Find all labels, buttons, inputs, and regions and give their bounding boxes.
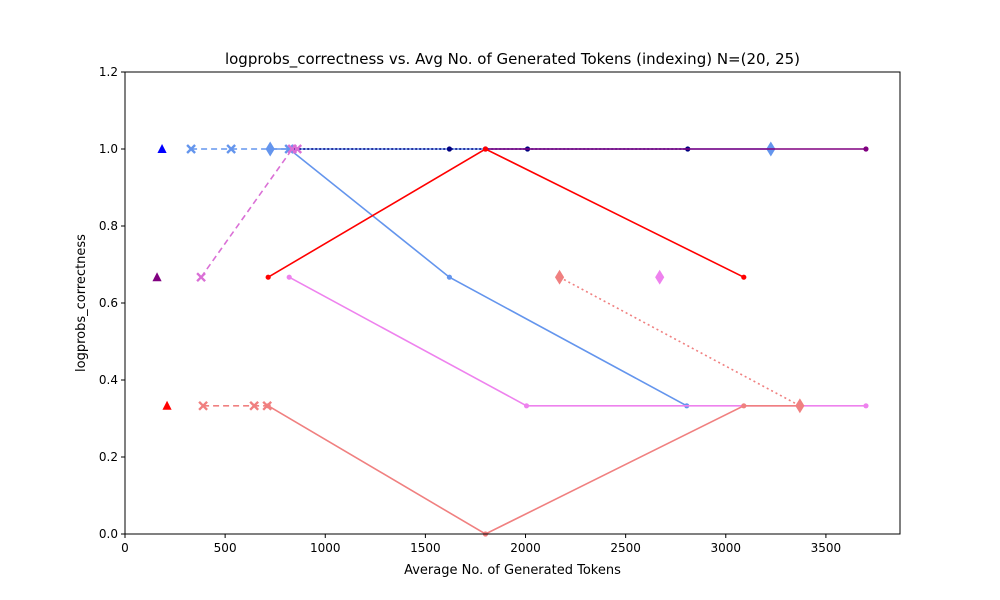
series	[554, 269, 805, 414]
data-point	[863, 146, 869, 152]
series	[286, 274, 869, 409]
series	[265, 403, 803, 537]
y-tick-label: 0.2	[99, 450, 118, 464]
series-line	[559, 276, 801, 407]
y-tick-label: 0.4	[99, 373, 118, 387]
data-point	[196, 272, 206, 283]
y-tick-label: 0.6	[99, 296, 118, 310]
x-tick-label: 500	[214, 541, 237, 555]
series	[655, 269, 665, 285]
x-axis-label: Average No. of Generated Tokens	[404, 563, 621, 578]
x-tick-label: 0	[121, 541, 129, 555]
data-point	[741, 403, 747, 409]
y-tick-label: 1.0	[99, 142, 118, 156]
data-point	[446, 146, 453, 152]
y-tick-label: 1.2	[99, 65, 118, 79]
data-point	[265, 274, 271, 280]
data-point	[157, 144, 167, 153]
plot-frame	[124, 71, 901, 535]
data-point	[741, 274, 747, 280]
data-point	[226, 144, 236, 154]
data-point	[795, 398, 805, 414]
series	[162, 400, 172, 410]
x-marker-stroke	[249, 400, 260, 411]
series	[196, 144, 303, 283]
x-marker-stroke	[226, 144, 236, 154]
data-point	[198, 400, 208, 411]
y-axis-label: logprobs_correctness	[74, 234, 89, 372]
data-point	[446, 274, 453, 280]
y-tick-label: 0.8	[99, 219, 118, 233]
series	[198, 400, 273, 411]
series-line	[200, 148, 298, 278]
data-point	[262, 400, 273, 411]
x-marker-stroke	[186, 144, 196, 154]
x-tick-label: 3500	[811, 541, 842, 555]
data-point	[863, 403, 869, 409]
series	[157, 144, 167, 153]
data-point	[292, 144, 303, 154]
series	[152, 272, 162, 282]
x-marker-stroke	[262, 400, 273, 411]
series-line	[267, 404, 800, 535]
data-point	[554, 269, 565, 285]
data-point	[186, 144, 196, 154]
series	[286, 146, 690, 409]
x-marker-stroke	[196, 272, 206, 283]
data-point	[286, 274, 292, 280]
data-point	[265, 141, 275, 157]
x-tick-label: 1000	[310, 541, 341, 555]
series-line	[288, 148, 688, 407]
series	[265, 146, 747, 280]
plot-area	[152, 141, 869, 537]
series-line	[267, 148, 745, 278]
data-point	[152, 272, 162, 282]
x-tick-label: 2500	[610, 541, 641, 555]
data-point	[523, 403, 530, 409]
data-point	[249, 400, 260, 411]
series-line	[288, 276, 866, 407]
y-tick-label: 0.0	[99, 527, 118, 541]
x-marker-stroke	[198, 400, 208, 411]
series	[482, 146, 869, 152]
axis-ticks: 0 500 1000 1500 2000 2500 3000 3500 0.0 0.2 0.4 0.6…	[99, 65, 841, 555]
x-tick-label: 3000	[711, 541, 742, 555]
chart-title: logprobs_correctness vs. Avg No. of Gene…	[225, 50, 800, 69]
data-point	[162, 400, 172, 410]
x-tick-label: 1500	[410, 541, 441, 555]
data-point	[482, 146, 489, 152]
x-tick-label: 2000	[510, 541, 541, 555]
x-marker-stroke	[292, 144, 303, 154]
data-point	[655, 269, 665, 285]
